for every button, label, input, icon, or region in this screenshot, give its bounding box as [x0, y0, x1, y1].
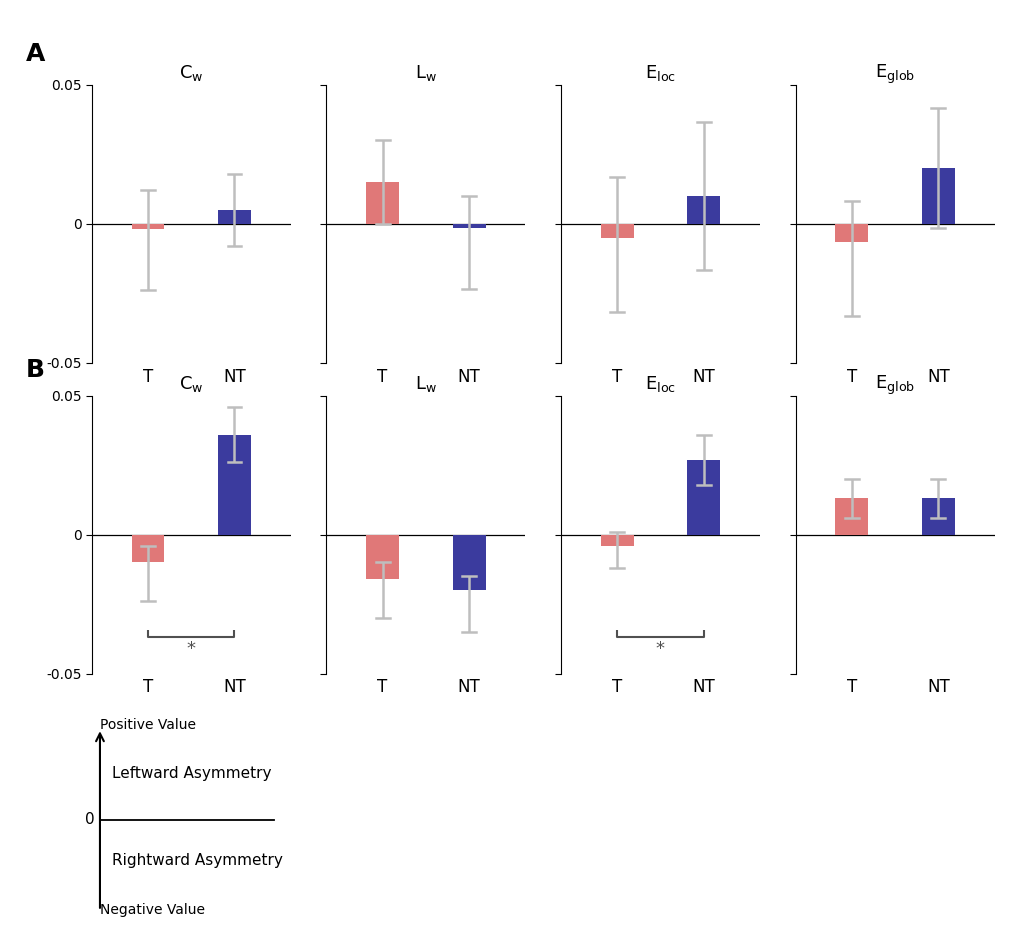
Title: E$_\mathregular{loc}$: E$_\mathregular{loc}$ [644, 374, 676, 394]
Bar [131, 535, 164, 562]
Bar [600, 535, 633, 545]
Bar [131, 224, 164, 229]
Bar [366, 182, 398, 224]
Bar [218, 434, 251, 535]
Text: 0: 0 [85, 812, 94, 827]
Title: L$_\mathregular{w}$: L$_\mathregular{w}$ [415, 374, 436, 394]
Title: E$_\mathregular{glob}$: E$_\mathregular{glob}$ [874, 62, 914, 86]
Title: C$_\mathregular{w}$: C$_\mathregular{w}$ [178, 63, 204, 83]
Text: *: * [186, 640, 196, 658]
Bar [218, 210, 251, 224]
Bar [452, 535, 485, 590]
Text: B: B [25, 358, 45, 382]
Title: E$_\mathregular{glob}$: E$_\mathregular{glob}$ [874, 373, 914, 397]
Bar [835, 498, 867, 535]
Bar [687, 196, 719, 224]
Bar [366, 535, 398, 579]
Text: Leftward Asymmetry: Leftward Asymmetry [111, 767, 271, 782]
Text: Rightward Asymmetry: Rightward Asymmetry [111, 853, 282, 869]
Bar [600, 224, 633, 237]
Text: *: * [655, 640, 664, 658]
Text: Positive Value: Positive Value [100, 718, 196, 732]
Title: C$_\mathregular{w}$: C$_\mathregular{w}$ [178, 374, 204, 394]
Title: L$_\mathregular{w}$: L$_\mathregular{w}$ [415, 63, 436, 83]
Title: E$_\mathregular{loc}$: E$_\mathregular{loc}$ [644, 63, 676, 83]
Bar [835, 224, 867, 242]
Text: A: A [25, 42, 45, 66]
Bar [452, 224, 485, 228]
Bar [921, 498, 954, 535]
Bar [921, 169, 954, 224]
Bar [687, 460, 719, 535]
Text: Negative Value: Negative Value [100, 903, 205, 917]
